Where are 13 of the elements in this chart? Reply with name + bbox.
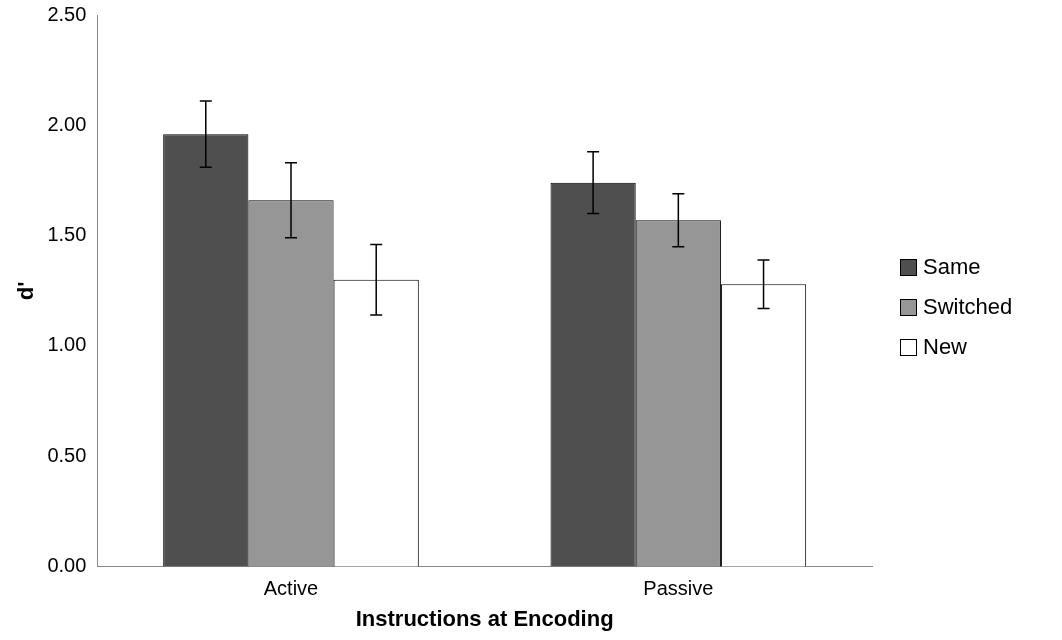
text: New bbox=[923, 334, 968, 360]
y-tick-label: 2.50 bbox=[47, 2, 87, 25]
y-tick-label: 0.00 bbox=[47, 554, 87, 577]
x-axis-title: Instructions at Encoding bbox=[355, 605, 614, 631]
legend-label: Same bbox=[923, 254, 981, 280]
x-tick-label: Passive bbox=[643, 577, 714, 600]
y-tick-label: 2.00 bbox=[47, 112, 87, 135]
y-axis-title: d' bbox=[13, 281, 39, 301]
legend-label: Switched bbox=[923, 294, 1013, 320]
x-tick-label: Active bbox=[263, 577, 319, 600]
y-tick-label: 0.50 bbox=[47, 443, 87, 466]
y-tick-label: 1.50 bbox=[47, 223, 87, 246]
y-tick-label: 1.00 bbox=[47, 333, 87, 356]
